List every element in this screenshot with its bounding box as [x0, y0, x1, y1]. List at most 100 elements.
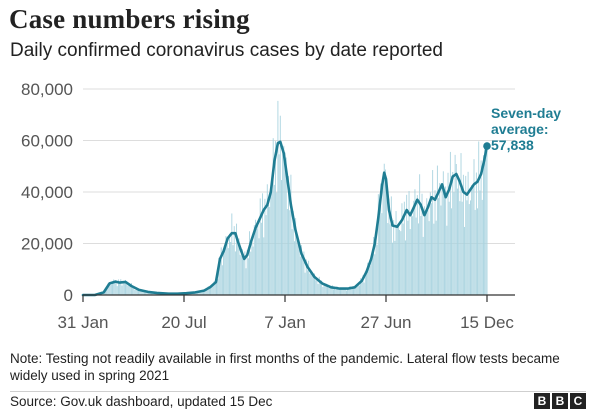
- daily-bar: [467, 171, 469, 295]
- daily-bar: [343, 288, 345, 295]
- daily-bar: [353, 288, 354, 295]
- daily-bar: [366, 273, 367, 295]
- daily-bar: [448, 201, 450, 295]
- source-line: Source: Gov.uk dashboard, updated 15 Dec: [10, 394, 273, 409]
- daily-bar: [218, 257, 220, 295]
- daily-bar: [119, 283, 121, 295]
- daily-bar: [401, 203, 403, 295]
- daily-bar: [403, 201, 405, 295]
- daily-bar: [227, 248, 229, 295]
- daily-bar: [381, 213, 383, 295]
- x-tick-label: 31 Jan: [57, 313, 108, 332]
- daily-bar: [328, 287, 330, 295]
- daily-bar: [428, 221, 430, 295]
- daily-bar: [197, 291, 199, 295]
- daily-bar: [334, 287, 336, 295]
- daily-bar: [114, 282, 116, 295]
- daily-bar: [253, 224, 255, 295]
- daily-bar: [325, 283, 327, 295]
- daily-bar: [323, 283, 325, 295]
- daily-bar: [232, 245, 234, 295]
- daily-bar: [219, 262, 221, 295]
- daily-bar: [412, 216, 414, 295]
- daily-bar: [122, 281, 124, 295]
- daily-bar: [121, 285, 123, 295]
- daily-bar: [374, 254, 376, 295]
- daily-bar: [408, 191, 410, 295]
- daily-bar: [447, 172, 449, 295]
- daily-bar: [213, 281, 215, 295]
- daily-bar: [214, 283, 216, 295]
- daily-bar: [347, 287, 349, 295]
- daily-bar: [327, 285, 328, 295]
- daily-bar: [288, 176, 289, 295]
- daily-bar: [132, 287, 134, 295]
- daily-bar: [205, 288, 207, 295]
- daily-bar: [250, 251, 252, 295]
- daily-bar: [117, 279, 119, 295]
- daily-bar: [129, 286, 131, 295]
- daily-bar: [195, 292, 197, 295]
- daily-bar: [380, 183, 382, 295]
- y-tick-label: 60,000: [21, 132, 73, 151]
- daily-bar: [427, 209, 429, 295]
- daily-bar: [290, 174, 292, 295]
- daily-bar: [376, 244, 378, 295]
- daily-bar: [224, 249, 226, 295]
- daily-bar: [110, 284, 112, 295]
- daily-bar: [470, 200, 471, 295]
- daily-bar: [269, 206, 271, 295]
- daily-bar: [461, 201, 463, 295]
- daily-bar: [130, 283, 132, 295]
- daily-bar: [377, 194, 379, 295]
- daily-bar: [268, 205, 269, 295]
- daily-bar: [273, 184, 275, 295]
- daily-bar: [387, 223, 389, 295]
- daily-bar: [434, 190, 436, 295]
- daily-bar: [373, 236, 375, 295]
- x-tick-label: 27 Jun: [360, 313, 411, 332]
- bbc-logo: B B C: [534, 393, 586, 409]
- daily-bar: [238, 238, 240, 295]
- bbc-logo-letter: B: [552, 393, 568, 409]
- daily-bar: [361, 282, 363, 295]
- daily-bar: [316, 278, 318, 295]
- daily-bar: [421, 193, 423, 295]
- daily-bar: [204, 291, 206, 295]
- daily-bar: [294, 241, 295, 295]
- daily-bar: [382, 176, 384, 295]
- daily-bar: [297, 238, 299, 295]
- daily-bar: [349, 285, 351, 295]
- daily-bar: [152, 292, 154, 295]
- daily-bar: [309, 273, 311, 295]
- daily-bar: [311, 275, 313, 295]
- daily-bar: [338, 287, 340, 295]
- daily-bar: [212, 284, 214, 295]
- daily-bar: [210, 286, 212, 295]
- daily-bar: [284, 152, 286, 295]
- daily-bar: [360, 278, 362, 295]
- daily-bar: [356, 285, 358, 295]
- daily-bar: [435, 220, 437, 295]
- daily-bar: [416, 195, 418, 295]
- daily-bar: [409, 229, 411, 295]
- daily-bar: [319, 283, 321, 295]
- daily-bar: [370, 259, 372, 295]
- daily-bar: [133, 286, 135, 295]
- daily-bar: [263, 237, 265, 295]
- daily-bar: [479, 190, 481, 295]
- footer-divider: [10, 391, 586, 392]
- daily-bar: [206, 289, 208, 295]
- x-tick-label: 7 Jan: [264, 313, 306, 332]
- daily-bar: [120, 279, 122, 295]
- daily-bar: [453, 192, 455, 295]
- daily-bar: [317, 283, 319, 295]
- daily-bar: [103, 292, 105, 295]
- daily-bar: [252, 246, 254, 295]
- daily-bar: [147, 292, 149, 295]
- daily-bar: [312, 274, 314, 295]
- daily-bar: [394, 240, 396, 295]
- daily-bar: [358, 285, 360, 295]
- daily-bar: [255, 219, 256, 295]
- daily-bar: [393, 220, 395, 295]
